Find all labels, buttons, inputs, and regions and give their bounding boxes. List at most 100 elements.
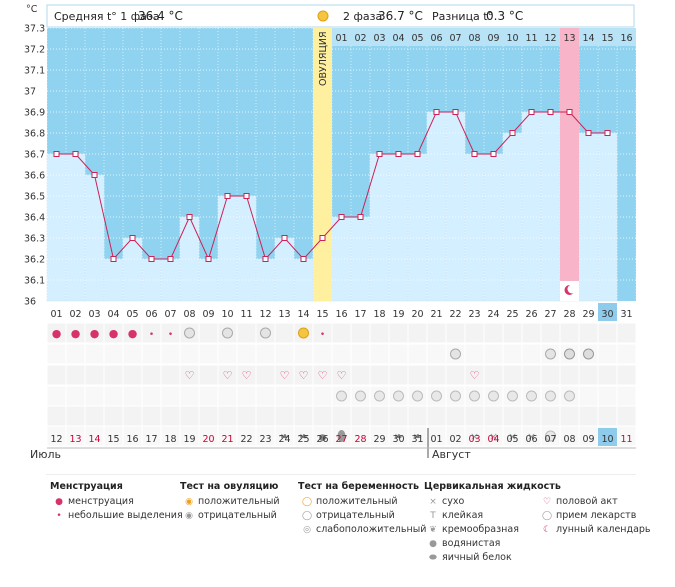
negative-test-icon xyxy=(545,348,556,360)
temperature-point xyxy=(376,151,383,157)
intercourse-heart-icon: ♡ xyxy=(337,369,347,382)
marker-cell xyxy=(408,344,427,364)
temperature-column xyxy=(217,195,238,302)
marker-cell xyxy=(370,426,389,446)
cycle-day-number: 13 xyxy=(278,309,290,320)
moon-calendar-icon: ☾ xyxy=(542,525,552,535)
marker-cell xyxy=(370,323,389,343)
y-tick-label: 36 xyxy=(24,297,36,308)
medication-pill-icon xyxy=(450,390,461,402)
phase2-header-day: 13 xyxy=(563,33,575,44)
temperature-column xyxy=(445,111,466,302)
spotting-drop-icon: • xyxy=(56,511,62,521)
marker-cell xyxy=(522,406,541,426)
marker-cell xyxy=(237,426,256,446)
medication-pill-icon xyxy=(393,390,404,402)
marker-cell xyxy=(408,365,427,385)
marker-cell xyxy=(123,365,142,385)
temperature-point xyxy=(566,109,573,115)
marker-cell xyxy=(332,406,351,426)
temperature-column xyxy=(426,111,447,302)
marker-cell xyxy=(617,426,636,446)
marker-cell xyxy=(313,386,332,406)
marker-cell xyxy=(180,365,199,385)
marker-cell xyxy=(579,365,598,385)
mucus-dry-icon: × xyxy=(508,430,517,443)
mucus-creamy-icon: ❧ xyxy=(280,430,289,443)
marker-cell xyxy=(218,344,237,364)
medication-pill-icon xyxy=(355,390,366,402)
mucus-dry-icon: × xyxy=(527,430,536,443)
marker-cell xyxy=(85,323,104,343)
marker-cell xyxy=(218,406,237,426)
marker-cell xyxy=(427,344,446,364)
intercourse-heart-icon: ♡ xyxy=(185,369,195,382)
temperature-column xyxy=(521,111,542,302)
marker-cell xyxy=(142,323,161,343)
legend-spotting-item: небольшие выделения xyxy=(68,510,183,521)
diff-label: Разница t° xyxy=(432,10,493,23)
marker-cell xyxy=(218,426,237,446)
marker-cell xyxy=(427,406,446,426)
marker-cell xyxy=(484,406,503,426)
marker-cell xyxy=(199,386,218,406)
cycle-day-number: 08 xyxy=(183,309,195,320)
marker-cell xyxy=(85,426,104,446)
marker-cell xyxy=(446,426,465,446)
legend-ovulation-positive: положительный xyxy=(198,496,280,507)
marker-cell xyxy=(332,365,351,385)
marker-cell xyxy=(332,344,351,364)
cycle-day-number: 10 xyxy=(221,309,233,320)
marker-cell xyxy=(446,365,465,385)
weak-positive-test-icon xyxy=(564,348,575,360)
cycle-day-number: 22 xyxy=(449,309,461,320)
cycle-day-number: 14 xyxy=(297,309,309,320)
y-tick-label: 36.3 xyxy=(24,234,45,245)
marker-cell xyxy=(408,323,427,343)
phase2-label: 2 фаза xyxy=(343,10,382,23)
menstruation-drop-icon: ● xyxy=(128,327,138,340)
temperature-column xyxy=(274,237,295,302)
medication-pill-icon xyxy=(526,390,537,402)
marker-cell xyxy=(47,426,66,446)
marker-cell xyxy=(351,365,370,385)
temperature-point xyxy=(205,256,212,262)
legend: Менструация ● менструация • небольшие выде… xyxy=(46,474,651,587)
marker-cell xyxy=(142,365,161,385)
marker-cell xyxy=(541,406,560,426)
cycle-day-number: 11 xyxy=(240,309,252,320)
marker-cell xyxy=(104,406,123,426)
temperature-point xyxy=(433,109,440,115)
marker-cell xyxy=(85,344,104,364)
marker-cell xyxy=(427,323,446,343)
intercourse-heart-icon: ♡ xyxy=(223,369,233,382)
calendar-date: 20 xyxy=(202,434,214,445)
marker-cell xyxy=(313,426,332,446)
calendar-date: 04 xyxy=(487,434,499,445)
temperature-point xyxy=(243,193,250,199)
temperature-point xyxy=(91,172,98,178)
temperature-point xyxy=(186,214,193,220)
cycle-day-number: 21 xyxy=(430,309,442,320)
marker-cell xyxy=(142,344,161,364)
marker-cell xyxy=(256,386,275,406)
cycle-day-number: 26 xyxy=(525,309,537,320)
y-tick-label: 37.3 xyxy=(24,24,45,35)
marker-cell xyxy=(199,406,218,426)
marker-cell xyxy=(237,365,256,385)
pregnancy-positive-icon: ◯ xyxy=(301,497,313,507)
temperature-point xyxy=(414,151,421,157)
marker-cell xyxy=(199,344,218,364)
calendar-date: 02 xyxy=(449,434,461,445)
marker-cell xyxy=(256,344,275,364)
marker-cell xyxy=(66,426,85,446)
marker-cell xyxy=(85,386,104,406)
calendar-date: 17 xyxy=(145,434,157,445)
marker-cell xyxy=(313,344,332,364)
marker-cell xyxy=(598,365,617,385)
marker-cell xyxy=(560,406,579,426)
marker-cell xyxy=(218,386,237,406)
intercourse-heart-icon: ♡ xyxy=(280,369,290,382)
mucus-creamy-icon: ❧ xyxy=(413,430,422,443)
medication-pill-icon: ◯ xyxy=(541,511,553,521)
